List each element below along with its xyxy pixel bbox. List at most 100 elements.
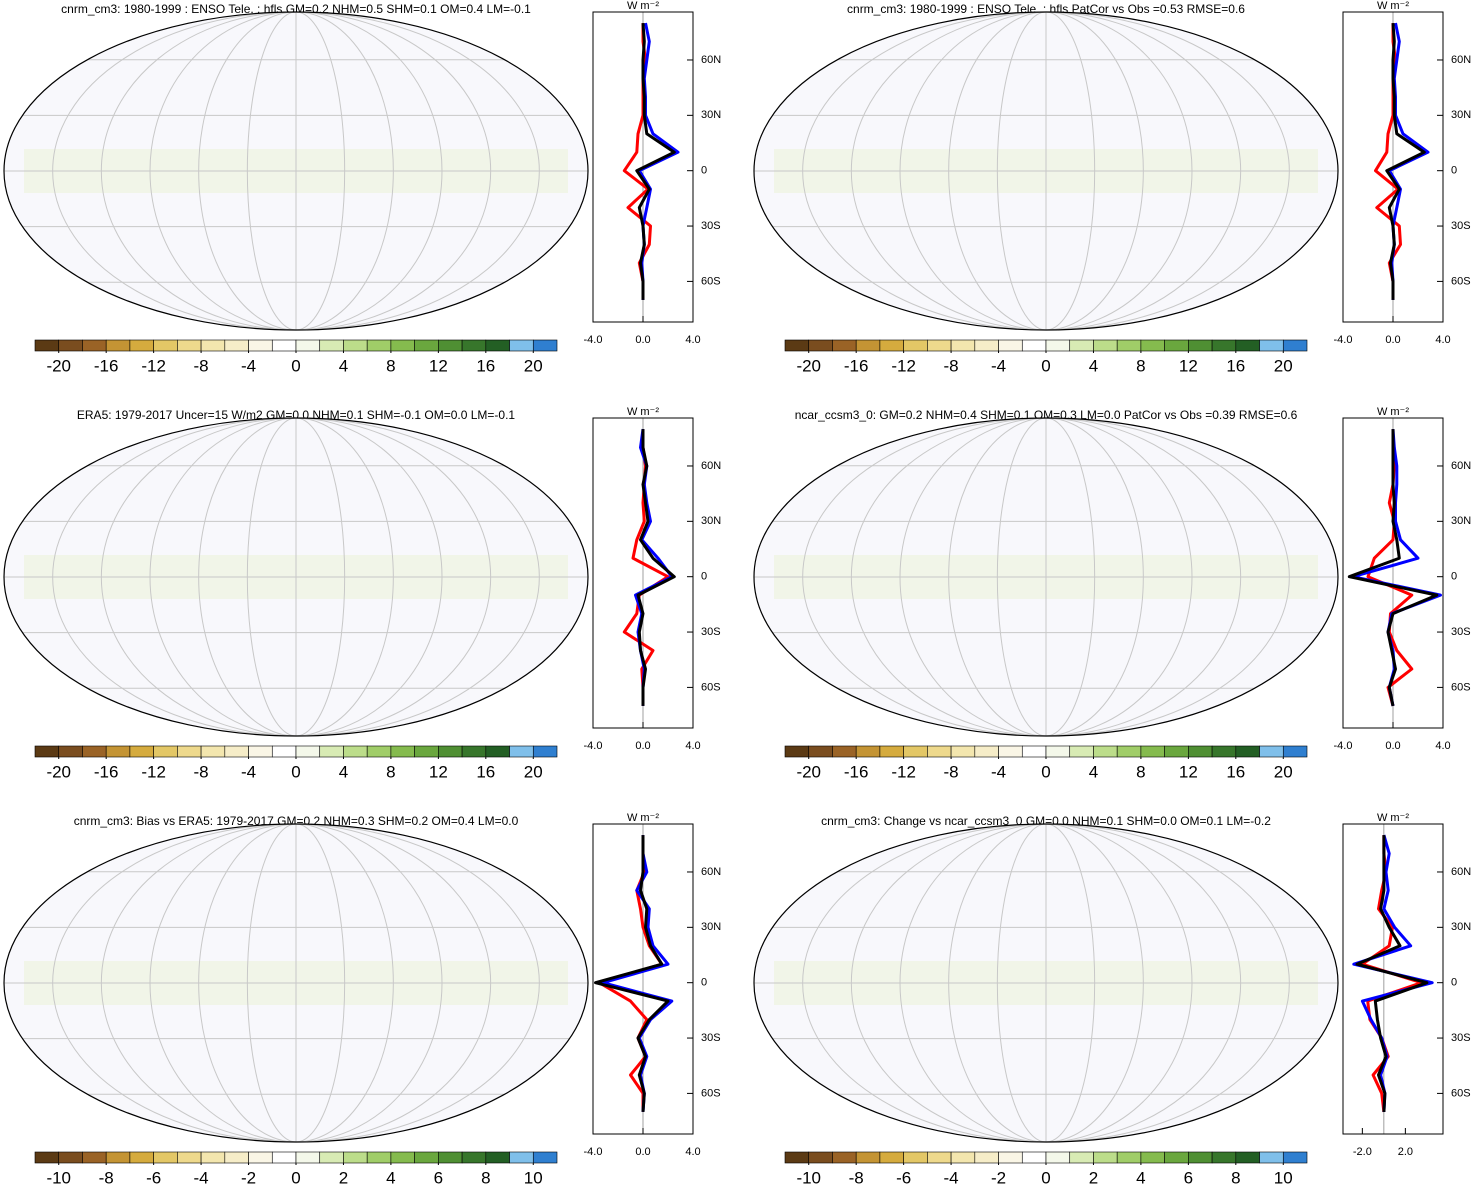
y-tick-label: 60N: [701, 54, 721, 66]
colorbar-box: [1093, 1151, 1118, 1164]
x-tick-label: -4.0: [584, 740, 603, 752]
colorbar-label: -4: [944, 1168, 959, 1187]
colorbar-box: [1069, 339, 1094, 352]
colorbar-box: [177, 339, 202, 352]
colorbar-box: [1093, 745, 1118, 758]
colorbar-label: -16: [844, 356, 869, 375]
colorbar-box: [343, 339, 368, 352]
colorbar-box: [461, 745, 487, 758]
map-border: [753, 823, 1339, 1143]
colorbar-label: -6: [146, 1168, 161, 1187]
colorbar-label: 4: [1136, 1168, 1145, 1187]
colorbar-box: [903, 745, 928, 758]
colorbar-label: 12: [1179, 762, 1198, 781]
colorbar-box: [1235, 339, 1260, 352]
colorbar-box: [927, 339, 952, 352]
colorbar-box: [998, 339, 1023, 352]
y-tick-label: 30S: [1451, 626, 1471, 638]
colorbar-label: 4: [339, 356, 348, 375]
colorbar-box: [1116, 745, 1142, 758]
colorbar-box: [950, 745, 976, 758]
profile-line: [635, 22, 676, 300]
colorbar-label: 16: [476, 762, 495, 781]
colorbar-box: [129, 1151, 154, 1164]
profile-frame: [1342, 11, 1444, 323]
colorbar-box: [879, 339, 904, 352]
colorbar-box: [224, 339, 249, 352]
y-tick-label: 0: [701, 165, 707, 177]
colorbar-box: [1188, 1151, 1213, 1164]
panel: cnrm_cm3: Bias vs ERA5: 1979-2017 GM=0.2…: [3, 812, 721, 1187]
units-label: W m⁻²: [1377, 0, 1409, 12]
colorbar-box: [319, 1151, 344, 1164]
colorbar-label: 0: [1041, 762, 1050, 781]
colorbar-label: -20: [796, 762, 821, 781]
colorbar-box: [343, 745, 368, 758]
colorbar-label: -8: [99, 1168, 114, 1187]
colorbar-box: [461, 1151, 487, 1164]
colorbar-box: [58, 339, 83, 352]
x-tick-label: 4.0: [1435, 740, 1450, 752]
colorbar-box: [153, 339, 178, 352]
x-tick-label: 4.0: [1435, 334, 1450, 346]
colorbar-label: -8: [944, 762, 959, 781]
colorbar-box: [438, 339, 463, 352]
colorbar-box: [485, 1151, 510, 1164]
y-tick-label: 30S: [701, 220, 721, 232]
colorbar-label: -12: [141, 762, 166, 781]
map-border: [753, 417, 1339, 737]
colorbar-label: -12: [891, 762, 916, 781]
profile-frame: [1342, 417, 1444, 729]
colorbar-label: -8: [944, 356, 959, 375]
colorbar-label: -4: [991, 356, 1006, 375]
panel-title: cnrm_cm3: 1980-1999 : ENSO Tele. : hfls …: [847, 2, 1245, 16]
colorbar-box: [366, 339, 392, 352]
x-tick-label: 0.0: [635, 1146, 650, 1158]
colorbar-label: 8: [386, 762, 395, 781]
colorbar-label: -10: [46, 1168, 71, 1187]
colorbar-box: [248, 1151, 273, 1164]
colorbar-box: [1140, 1151, 1165, 1164]
colorbar-box: [390, 1151, 415, 1164]
colorbar-box: [82, 1151, 107, 1164]
colorbar-box: [1021, 1151, 1047, 1164]
colorbar-label: 4: [1089, 762, 1098, 781]
y-tick-label: 30N: [1451, 921, 1471, 933]
y-tick-label: 30N: [701, 921, 721, 933]
y-tick-label: 60S: [701, 681, 721, 693]
colorbar-box: [1164, 339, 1189, 352]
colorbar-box: [1069, 1151, 1094, 1164]
panel-title: cnrm_cm3: Change vs ncar_ccsm3_0 GM=0.0 …: [821, 814, 1271, 828]
y-tick-label: 60N: [1451, 866, 1471, 878]
y-tick-label: 30S: [1451, 1032, 1471, 1044]
x-tick-label: -2.0: [1353, 1146, 1372, 1158]
colorbar-box: [903, 339, 928, 352]
colorbar-label: 2: [1089, 1168, 1098, 1187]
colorbar-label: -10: [796, 1168, 821, 1187]
colorbar-label: 8: [1136, 762, 1145, 781]
colorbar-box: [1045, 339, 1071, 352]
colorbar-box: [200, 1151, 226, 1164]
y-tick-label: 30N: [1451, 515, 1471, 527]
colorbar-box: [414, 339, 439, 352]
colorbar-box: [532, 339, 558, 352]
x-tick-label: 4.0: [685, 740, 700, 752]
colorbar-label: 4: [386, 1168, 395, 1187]
colorbar-box: [532, 1151, 558, 1164]
colorbar-box: [1164, 745, 1189, 758]
colorbar-label: -16: [94, 356, 119, 375]
profile-line: [601, 835, 674, 1113]
colorbar-label: -12: [141, 356, 166, 375]
colorbar-box: [784, 339, 810, 352]
colorbar-box: [998, 1151, 1023, 1164]
colorbar-box: [509, 1151, 534, 1164]
colorbar-box: [295, 1151, 321, 1164]
colorbar-box: [153, 745, 178, 758]
x-tick-label: 0.0: [1385, 740, 1400, 752]
colorbar-box: [271, 1151, 297, 1164]
colorbar-box: [129, 745, 154, 758]
colorbar-box: [271, 745, 297, 758]
units-label: W m⁻²: [627, 812, 659, 824]
colorbar-box: [1211, 1151, 1237, 1164]
colorbar-label: -8: [849, 1168, 864, 1187]
